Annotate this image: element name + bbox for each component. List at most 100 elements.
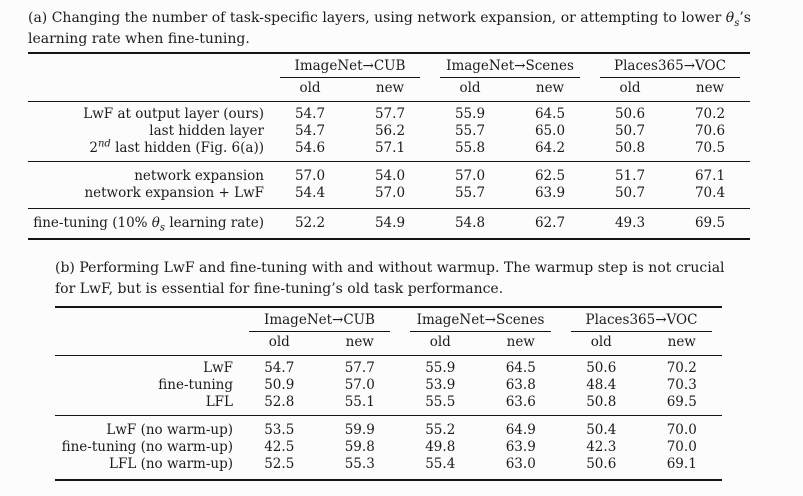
group-label: ImageNet→Scenes: [446, 58, 574, 74]
label-text: LFL (no warm-up): [109, 456, 233, 472]
value-cell: 70.5: [694, 140, 726, 156]
value-cell: 42.5: [264, 439, 295, 455]
group-label: Places365→VOC: [585, 312, 698, 328]
value-cell: 50.6: [586, 456, 617, 472]
label-text: fine-tuning (no warm-up): [61, 439, 233, 455]
subheader-row: old new old new old new: [55, 332, 722, 356]
value-cell: 50.8: [614, 140, 646, 156]
theta-glyph: θ: [725, 10, 735, 26]
subscript-text: s: [159, 222, 166, 234]
caption-a-text-pre: (a) Changing the number of task-specific…: [28, 10, 726, 26]
table-row: fine-tuning (no warm-up) 42.5 59.8 49.8 63.9…: [55, 439, 722, 456]
value-cell: 54.7: [264, 360, 295, 376]
empty-header-cell: [28, 53, 270, 78]
value-cell: 70.0: [641, 415, 722, 439]
column-subheader: old: [400, 332, 481, 356]
label-text: LwF at output layer (ours): [83, 106, 264, 122]
row-block: LwF 54.7 57.7 55.9 64.5 50.6 70.2 fine-tuning 50…: [55, 356, 722, 416]
column-group-header: Places365→VOC: [590, 53, 750, 78]
value-cell: 54.8: [430, 208, 510, 239]
value-cell: 56.2: [374, 123, 406, 139]
group-header-row: ImageNet→CUB ImageNet→Scenes Places365→VOC: [55, 307, 722, 332]
column-subheader: old: [561, 332, 642, 356]
row-label: LwF (no warm-up): [55, 415, 239, 439]
value-cell: 63.0: [505, 456, 536, 472]
value-cell: 54.0: [350, 161, 430, 185]
column-subheader: new: [670, 78, 750, 102]
column-subheader: new: [510, 78, 590, 102]
value-cell: 52.8: [264, 394, 295, 410]
value-cell: 49.8: [425, 439, 456, 455]
value-cell: 59.9: [319, 415, 400, 439]
group-header-row: ImageNet→CUB ImageNet→Scenes Places365→VOC: [28, 53, 750, 78]
value-cell: 64.5: [505, 360, 536, 376]
value-cell: 57.0: [374, 185, 406, 201]
group-underline: ImageNet→Scenes: [410, 312, 551, 332]
column-subheader: new: [319, 332, 400, 356]
value-cell: 55.8: [454, 140, 486, 156]
row-label: LFL (no warm-up): [55, 456, 239, 480]
value-cell: 50.6: [586, 360, 617, 376]
superscript-text: nd: [97, 138, 111, 150]
value-cell: 57.0: [344, 377, 375, 393]
empty-header-cell: [55, 307, 239, 332]
group-underline: Places365→VOC: [571, 312, 712, 332]
row-block: LwF at output layer (ours) 54.7 57.7 55.9 64…: [28, 102, 750, 162]
value-cell: 55.7: [454, 123, 486, 139]
table-row: fine-tuning (10% θs learning rate) 52.2 54…: [28, 208, 750, 239]
label-text: fine-tuning: [158, 377, 233, 393]
value-cell: 59.8: [344, 439, 375, 455]
row-label: LwF at output layer (ours): [28, 102, 270, 124]
value-cell: 63.6: [505, 394, 536, 410]
column-group-header: ImageNet→Scenes: [430, 53, 590, 78]
value-cell: 42.3: [586, 439, 617, 455]
label-text: network expansion: [134, 168, 264, 184]
value-cell: 50.7: [614, 185, 646, 201]
column-group-header: Places365→VOC: [561, 307, 722, 332]
empty-header-cell: [55, 332, 239, 356]
value-cell: 53.9: [425, 377, 456, 393]
value-cell: 54.9: [350, 208, 430, 239]
column-subheader: new: [641, 332, 722, 356]
row-label: LFL: [55, 394, 239, 416]
value-cell: 52.5: [264, 456, 295, 472]
value-cell: 63.9: [534, 185, 566, 201]
label-text: LwF (no warm-up): [106, 422, 233, 438]
column-subheader: old: [239, 332, 320, 356]
label-text: fine-tuning (10%: [33, 215, 152, 231]
italic-text: θ: [151, 215, 160, 231]
value-cell: 69.5: [666, 394, 697, 410]
caption-b: (b) Performing LwF and fine-tuning with …: [55, 258, 767, 300]
value-cell: 70.3: [666, 377, 697, 393]
value-cell: 55.4: [425, 456, 456, 472]
table-b-container: ImageNet→CUB ImageNet→Scenes Places365→VOC…: [55, 306, 722, 481]
value-cell: 51.7: [590, 161, 670, 185]
results-table-a: ImageNet→CUB ImageNet→Scenes Places365→VOC…: [28, 52, 750, 240]
row-label: fine-tuning (10% θs learning rate): [28, 208, 270, 239]
value-cell: 62.5: [510, 161, 590, 185]
table-row: LwF (no warm-up) 53.5 59.9 55.2 64.9 50.4 70.0: [55, 415, 722, 439]
value-cell: 55.9: [454, 106, 486, 122]
table-header: ImageNet→CUB ImageNet→Scenes Places365→VOC…: [55, 307, 722, 356]
value-cell: 50.4: [561, 415, 642, 439]
row-label: network expansion: [28, 161, 270, 185]
value-cell: 67.1: [670, 161, 750, 185]
results-table-b: ImageNet→CUB ImageNet→Scenes Places365→VOC…: [55, 306, 722, 481]
group-underline: Places365→VOC: [600, 58, 740, 78]
table-row: LwF at output layer (ours) 54.7 57.7 55.9 64…: [28, 102, 750, 124]
table-row: fine-tuning 50.9 57.0 53.9 63.8 48.4 70.3: [55, 377, 722, 394]
label-text: LwF: [203, 360, 233, 376]
theta-subscript: s: [734, 17, 740, 29]
row-label: network expansion + LwF: [28, 185, 270, 209]
value-cell: 52.2: [270, 208, 350, 239]
value-cell: 49.3: [590, 208, 670, 239]
value-cell: 55.2: [400, 415, 481, 439]
label-text: learning rate): [165, 215, 264, 231]
value-cell: 57.0: [430, 161, 510, 185]
value-cell: 48.4: [586, 377, 617, 393]
value-cell: 54.7: [294, 123, 326, 139]
value-cell: 70.0: [666, 439, 697, 455]
value-cell: 62.7: [510, 208, 590, 239]
row-label: last hidden layer: [28, 123, 270, 140]
